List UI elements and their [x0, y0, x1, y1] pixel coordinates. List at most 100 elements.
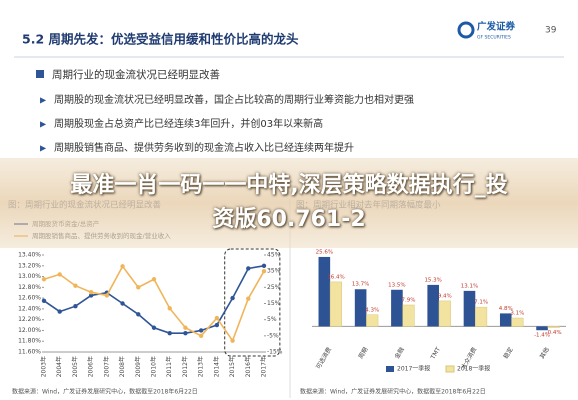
- y2-tick-label: 25%: [267, 284, 281, 291]
- bullet-text: 周期股销售商品、提供劳务收到的现金流占收入比已经连续两年提升: [54, 141, 354, 154]
- point: [120, 264, 125, 269]
- legend-label: 2017一季报: [397, 365, 430, 373]
- point: [120, 301, 125, 306]
- y2-tick-label: 35%: [267, 268, 281, 275]
- bullet-marker: ▶: [40, 96, 47, 105]
- point: [246, 266, 251, 271]
- x-tick-label: 2014年: [212, 356, 220, 377]
- slide-title: 5.2 周期先发：优选受益信用缓和性价比高的龙头: [22, 32, 299, 47]
- x-tick-label: 2017年: [260, 356, 268, 377]
- bar: [547, 326, 560, 328]
- x-tick-label: 2011年: [165, 356, 173, 377]
- point: [151, 325, 157, 330]
- bullet-marker: ▶: [40, 120, 47, 129]
- bullet-text: 周期股的现金流状况已经明显改善，国企占比较高的周期行业筹资能力也相对更强: [54, 93, 414, 106]
- x-tick-label: 2016年: [244, 356, 252, 377]
- bar: [463, 290, 476, 327]
- y-tick-label: 12.80%: [18, 284, 41, 291]
- point: [167, 306, 172, 311]
- bar: [438, 300, 451, 327]
- bar: [536, 326, 548, 331]
- y2-tick-label: 45%: [267, 252, 281, 259]
- value-label: 25.6%: [316, 249, 333, 255]
- value-label: 7.9%: [402, 297, 416, 303]
- x-tick-label: 2003年: [40, 356, 48, 377]
- bar: [366, 314, 379, 327]
- heading-marker: [36, 70, 44, 78]
- point: [136, 285, 141, 290]
- y-tick-label: 13.40%: [18, 252, 41, 259]
- logo-sub: GF SECURITIES: [477, 35, 511, 41]
- point: [41, 298, 47, 304]
- bar: [475, 306, 488, 327]
- point: [151, 277, 157, 282]
- x-tick-label: 2010年: [150, 356, 158, 377]
- y-tick-label: 11.80%: [18, 338, 41, 345]
- point: [88, 293, 94, 298]
- y-tick-label: 12.20%: [18, 316, 41, 323]
- point: [57, 272, 62, 277]
- value-label: 16.4%: [327, 274, 344, 280]
- value-label: 13.1%: [461, 283, 478, 289]
- y2-tick-label: 15%: [267, 300, 281, 307]
- value-label: 13.7%: [352, 282, 369, 288]
- value-label: 4.3%: [365, 307, 379, 313]
- legend-swatch: [386, 366, 394, 372]
- value-label: 15.3%: [424, 277, 441, 283]
- y-tick-label: 13.00%: [18, 273, 41, 280]
- point: [73, 303, 78, 309]
- y-tick-label: 11.60%: [18, 349, 41, 356]
- point: [57, 309, 62, 314]
- logo-text: 广发证券: [477, 21, 516, 33]
- y2-tick-label: 5%: [267, 316, 277, 323]
- overlay-title: 最准一肖一码一一中特,深层策略数据执行_投资版60.761-2: [70, 173, 508, 232]
- y2-tick-label: -15%: [267, 349, 283, 356]
- point: [261, 268, 267, 274]
- value-label: 7.1%: [474, 300, 488, 306]
- x-tick-label: 2006年: [87, 356, 95, 377]
- x-tick-label: 2007年: [102, 356, 110, 377]
- source-note: 数据来源：Wind，广发证券发展研究中心，数据截至2018年6月22日: [300, 388, 486, 396]
- x-tick-label: 2009年: [134, 356, 142, 377]
- bar: [318, 256, 331, 327]
- section-heading: 周期行业的现金流状况已经明显改善: [52, 68, 220, 81]
- point: [246, 296, 251, 301]
- legend-swatch: [445, 365, 455, 373]
- value-label: -0.4%: [546, 330, 562, 336]
- y-tick-label: 12.40%: [18, 305, 41, 312]
- bullet-text: 周期股现金占总资产比已经连续3年回升，并创03年以来新高: [54, 117, 323, 130]
- point: [88, 289, 94, 295]
- x-tick-label: 2015年: [228, 356, 236, 377]
- logo-icon: [457, 21, 475, 39]
- point: [136, 312, 141, 317]
- point: [214, 322, 220, 328]
- value-label: 4.8%: [499, 306, 513, 312]
- point: [230, 295, 235, 301]
- x-tick-label: 2004年: [55, 356, 63, 377]
- point: [261, 263, 267, 268]
- value-label: 9.4%: [438, 293, 452, 299]
- y2-tick-label: -5%: [267, 332, 279, 339]
- bullet-marker: ▶: [40, 144, 47, 153]
- bar: [402, 304, 415, 327]
- y-tick-label: 13.20%: [18, 262, 41, 269]
- point: [230, 338, 235, 343]
- value-label: -1.4%: [534, 333, 550, 339]
- point: [198, 333, 204, 339]
- legend-label: 2018一季报: [457, 365, 490, 373]
- bar: [427, 284, 439, 327]
- x-tick-label: 2012年: [181, 356, 189, 377]
- point: [167, 330, 172, 336]
- x-tick-label: 2008年: [118, 356, 126, 377]
- point: [183, 325, 188, 330]
- point: [73, 283, 78, 288]
- bar: [391, 289, 403, 327]
- page-number: 39: [545, 26, 557, 36]
- overlay-band: 最准一肖一码一一中特,深层策略数据执行_投资版60.761-2: [0, 158, 578, 248]
- point: [41, 277, 47, 282]
- point: [214, 315, 220, 321]
- y-tick-label: 12.60%: [18, 295, 41, 302]
- x-tick-label: 2013年: [197, 356, 205, 377]
- point: [183, 330, 188, 336]
